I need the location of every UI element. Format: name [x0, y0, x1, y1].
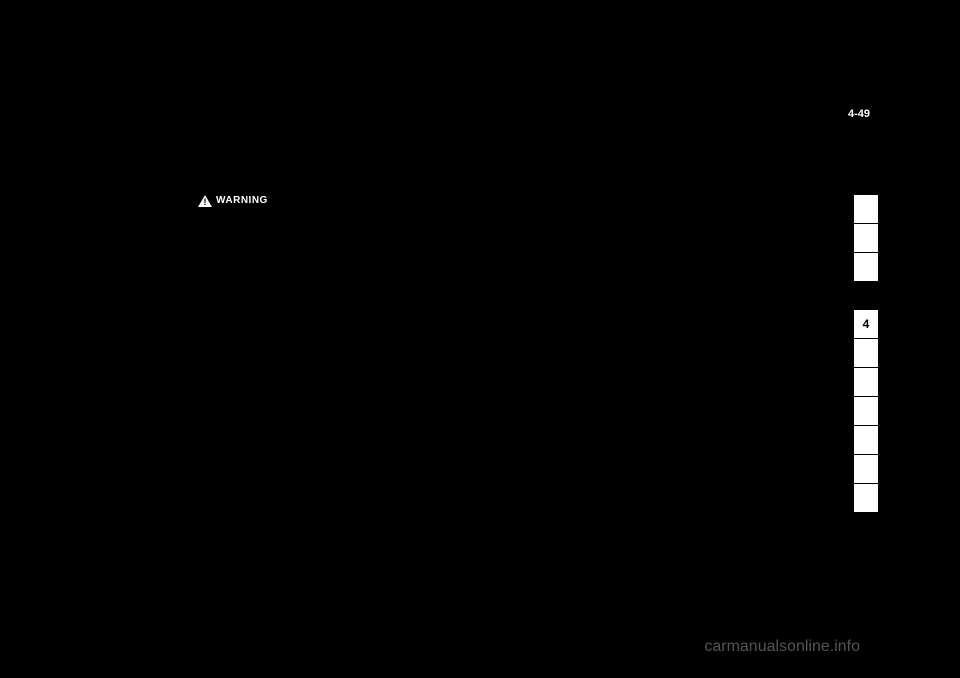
page-number: 4-49 — [848, 108, 870, 120]
tab-spacer — [854, 282, 878, 310]
watermark-text: carmanualsonline.info — [704, 638, 860, 656]
section-tab[interactable] — [854, 455, 878, 483]
warning-triangle-icon: ! — [198, 194, 212, 206]
section-tab[interactable] — [854, 484, 878, 512]
section-tab-active[interactable]: 4 — [854, 310, 878, 338]
section-tab[interactable] — [854, 397, 878, 425]
section-tab[interactable] — [854, 253, 878, 281]
warning-header: ! WARNING — [198, 194, 268, 206]
section-tab[interactable] — [854, 368, 878, 396]
section-tab[interactable] — [854, 224, 878, 252]
section-tab[interactable] — [854, 195, 878, 223]
warning-label: WARNING — [216, 195, 268, 206]
svg-text:!: ! — [204, 197, 207, 207]
section-tab[interactable] — [854, 426, 878, 454]
section-tabs: 4 — [854, 195, 878, 513]
section-tab[interactable] — [854, 339, 878, 367]
